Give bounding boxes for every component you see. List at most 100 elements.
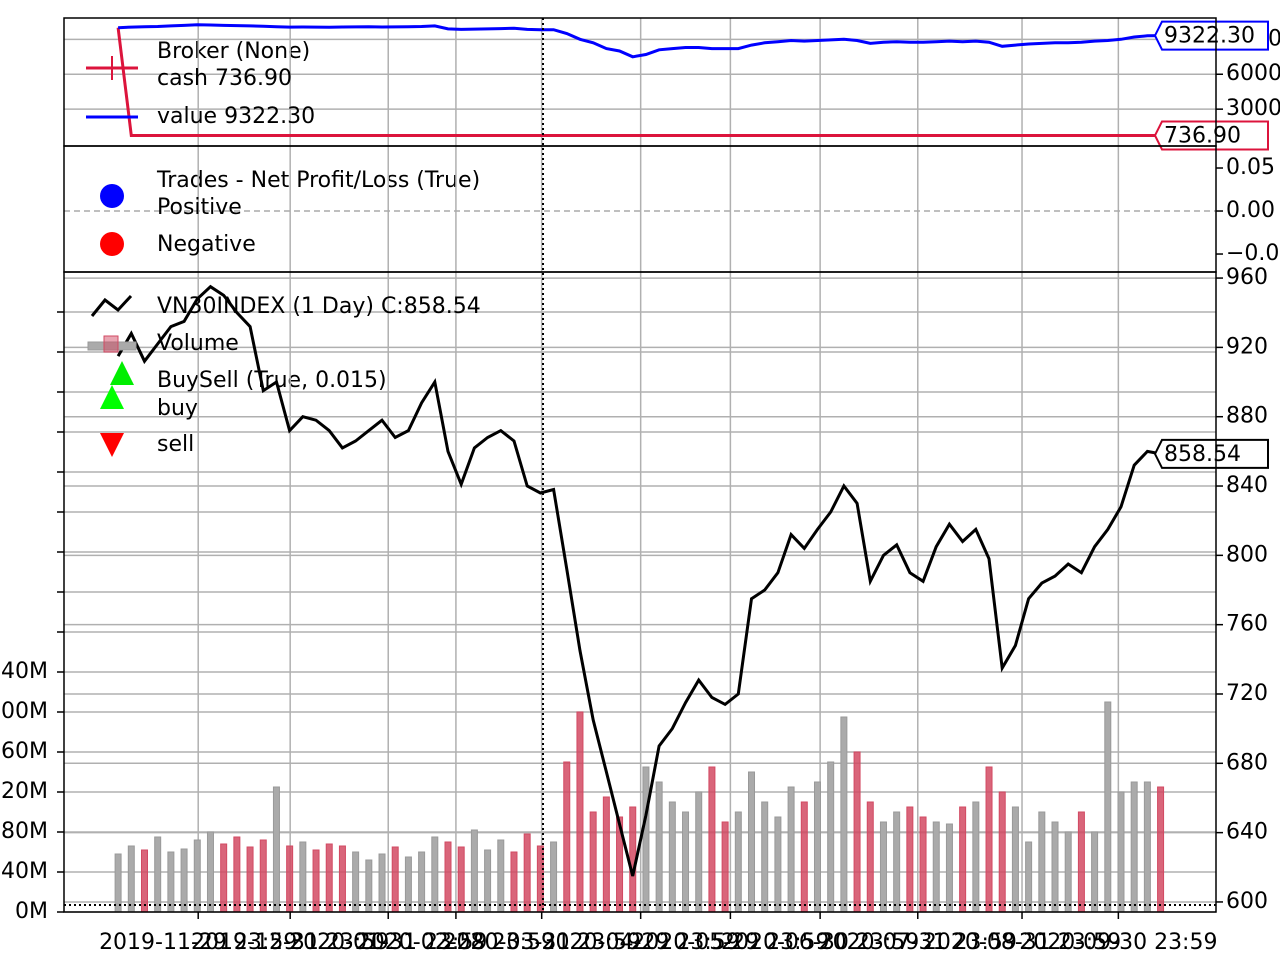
- volume-bar: [418, 851, 426, 913]
- legend-title: Broker (None): [157, 39, 310, 64]
- y-tick-label: 720: [1226, 681, 1268, 706]
- y-tick-label: 600: [1226, 889, 1268, 914]
- x-tick-label: 2019-11-29 23:59: [99, 930, 297, 955]
- volume-bar: [1011, 806, 1019, 913]
- volume-bar: [721, 821, 729, 913]
- volume-bar: [959, 806, 967, 913]
- volume-bar: [510, 851, 518, 913]
- volume-bar: [879, 821, 887, 913]
- volume-bar: [1117, 791, 1125, 913]
- panel-frame: [63, 271, 1217, 913]
- legend-entry: Positive: [157, 195, 242, 220]
- volume-bar: [906, 806, 914, 913]
- volume-bar: [497, 839, 505, 913]
- x-tick-label: 2020-08-31 23:59: [923, 930, 1121, 955]
- volume-bar: [800, 801, 808, 913]
- volume-bar: [325, 843, 333, 913]
- volume-bar: [668, 801, 676, 913]
- x-tick-label: 2020-09-30 23:59: [1019, 930, 1217, 955]
- volume-bar: [523, 833, 531, 913]
- volume-bar: [866, 801, 874, 913]
- volume-bar: [1064, 831, 1072, 913]
- volume-bar: [774, 816, 782, 913]
- legend-marker: [100, 184, 124, 208]
- volume-bar: [180, 848, 188, 913]
- value-tag: [1153, 438, 1269, 469]
- volume-bar: [444, 841, 452, 913]
- volume-bar: [1038, 811, 1046, 913]
- volume-bar: [404, 856, 412, 913]
- legend-entry: Negative: [157, 232, 256, 257]
- volume-bar: [840, 716, 848, 913]
- volume-bar: [945, 823, 953, 913]
- y-tick-label: 840: [1226, 473, 1268, 498]
- legend-marker: [103, 335, 119, 353]
- y2-tick-label: 120M: [0, 779, 48, 804]
- legend-entry: value 9322.30: [157, 104, 315, 129]
- x-tick-label: 2020-06-30 23:59: [721, 930, 919, 955]
- volume-bar: [985, 766, 993, 913]
- volume-bar: [642, 766, 650, 913]
- y-tick-label: 920: [1226, 334, 1268, 359]
- y-tick-label: −0.05: [1226, 241, 1280, 266]
- y-tick-label: 760: [1226, 612, 1268, 637]
- volume-bar: [167, 851, 175, 913]
- value-tag-label: 9322.30: [1164, 24, 1255, 49]
- legend-entry: sell: [157, 432, 194, 457]
- volume-bar: [233, 836, 241, 913]
- volume-bar: [695, 791, 703, 913]
- legend-entry: cash 736.90: [157, 66, 292, 91]
- price-line: [116, 284, 1161, 877]
- legend-entry: Volume: [157, 331, 239, 356]
- volume-bar: [748, 771, 756, 913]
- value-tag: [1153, 20, 1269, 51]
- volume-bar: [391, 846, 399, 913]
- y-tick-label: 6000: [1226, 61, 1280, 86]
- volume-bar: [484, 849, 492, 913]
- legend-marker: [100, 232, 124, 256]
- volume-bar: [1051, 821, 1059, 913]
- volume-bar: [827, 761, 835, 913]
- legend-entry: VN30INDEX (1 Day) C:858.54: [157, 294, 481, 319]
- volume-bar: [919, 816, 927, 913]
- volume-bar: [193, 839, 201, 913]
- volume-bar: [259, 839, 267, 913]
- volume-bar: [589, 811, 597, 913]
- legend-marker: [110, 361, 134, 385]
- legend-line: [90, 294, 133, 317]
- y-tick-label: 880: [1226, 404, 1268, 429]
- x-tick-label: 2020-01-31 23:59: [289, 930, 487, 955]
- y-tick-label: 0.05: [1226, 155, 1275, 180]
- volume-bar: [1130, 781, 1138, 913]
- y2-tick-label: 0M: [15, 899, 48, 924]
- volume-bar: [761, 801, 769, 913]
- y2-tick-label: 40M: [1, 859, 48, 884]
- volume-bar: [352, 851, 360, 913]
- volume-bar: [787, 786, 795, 913]
- x-tick-label: 2020-07-31 23:59: [819, 930, 1017, 955]
- volume-bar: [602, 796, 610, 913]
- volume-bar: [378, 853, 386, 913]
- legend-entry: BuySell (True, 0.015): [157, 368, 387, 393]
- series-line: [118, 23, 1161, 59]
- volume-bar: [1025, 841, 1033, 913]
- volume-bar: [1143, 781, 1151, 913]
- y-tick-label: 3000: [1226, 96, 1280, 121]
- volume-bar: [246, 846, 254, 913]
- y-tick-label: 640: [1226, 820, 1268, 845]
- volume-bar: [550, 841, 558, 913]
- volume-bar: [893, 811, 901, 913]
- volume-bar: [140, 849, 148, 913]
- x-tick-label: 2020-05-29 23:59: [631, 930, 829, 955]
- volume-bar: [563, 761, 571, 913]
- volume-bar: [682, 811, 690, 913]
- volume-bar: [1104, 701, 1112, 913]
- legend-title: Trades - Net Profit/Loss (True): [156, 168, 480, 193]
- volume-bar: [998, 791, 1006, 913]
- volume-bar: [708, 766, 716, 913]
- y2-tick-label: 240M: [0, 659, 48, 684]
- volume-bar: [272, 786, 280, 913]
- volume-bar: [470, 829, 478, 913]
